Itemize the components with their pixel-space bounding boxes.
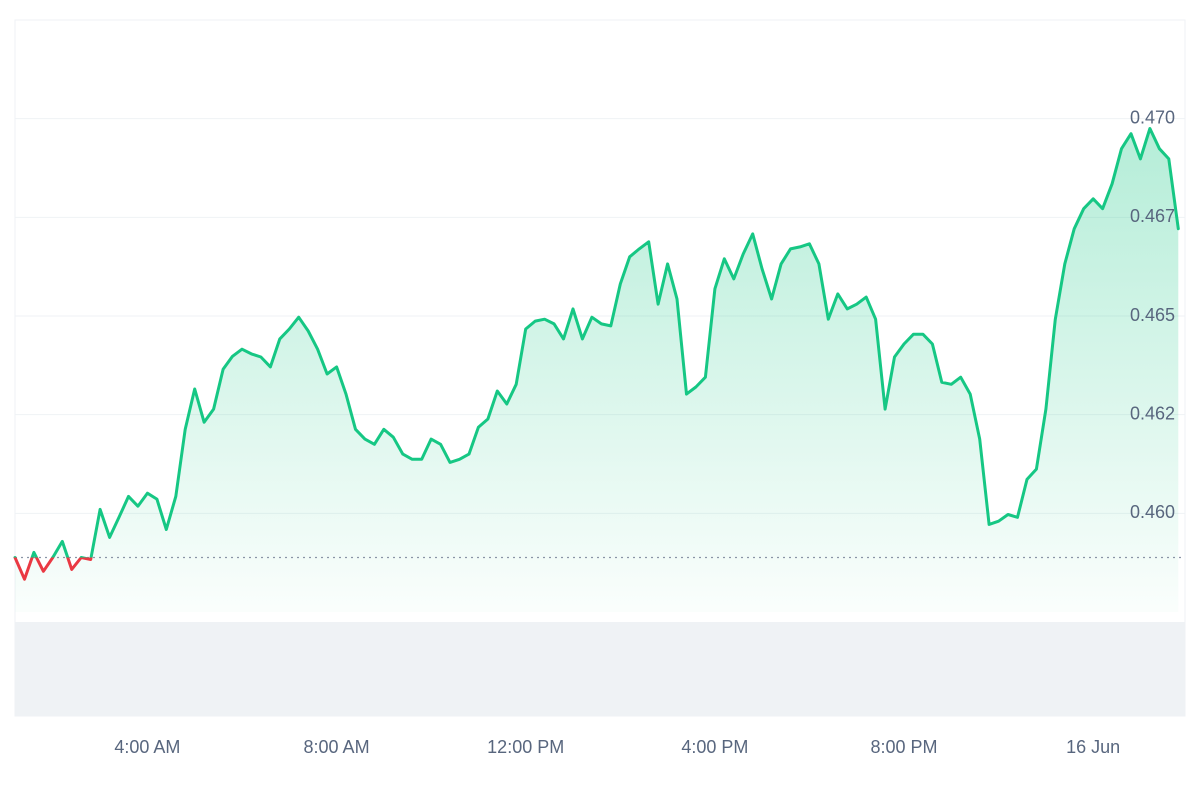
x-tick-label: 4:00 AM [114,737,180,757]
y-tick-label: 0.460 [1130,502,1175,522]
price-line [13,127,1180,581]
volume-band [15,622,1185,716]
x-tick-label: 8:00 AM [304,737,370,757]
y-tick-label: 0.465 [1130,305,1175,325]
x-tick-label: 12:00 PM [487,737,564,757]
y-tick-label: 0.470 [1130,107,1175,127]
plot-layer [13,118,1185,612]
y-tick-label: 0.462 [1130,403,1175,423]
price-area [15,128,1179,612]
x-tick-label: 4:00 PM [681,737,748,757]
y-tick-label: 0.467 [1130,206,1175,226]
x-tick-label: 16 Jun [1066,737,1120,757]
x-tick-label: 8:00 PM [870,737,937,757]
